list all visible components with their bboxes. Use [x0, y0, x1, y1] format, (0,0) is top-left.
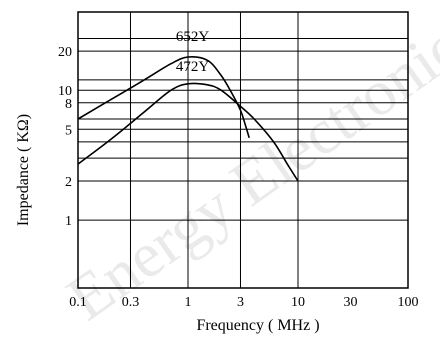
series-label-652y: 652Y: [176, 29, 210, 45]
x-tick-label: 1: [185, 295, 192, 310]
x-tick-label: 30: [343, 295, 357, 310]
x-tick-label: 3: [237, 295, 244, 310]
x-tick-label: 10: [291, 295, 305, 310]
x-axis-title: Frequency ( MHz ): [196, 317, 319, 334]
series-line-652y: [77, 56, 250, 139]
series-label-472y: 472Y: [176, 59, 210, 75]
series-line-472y: [77, 82, 299, 182]
y-tick-label: 2: [65, 175, 72, 190]
series-layer: 652Y 472Y: [77, 29, 299, 182]
y-tick-label: 8: [65, 97, 72, 112]
y-tick-label: 10: [58, 84, 72, 99]
y-tick-label: 1: [65, 214, 72, 229]
x-tick-label: 100: [398, 295, 419, 310]
watermark: Energy Electronics: [54, 0, 440, 334]
y-tick-label: 20: [58, 45, 72, 60]
y-tick-labels: 1 2 5 810 20: [58, 45, 72, 229]
plot-frame: [77, 11, 409, 289]
y-axis-title: Impedance ( KΩ): [15, 114, 32, 226]
x-tick-label: 0.3: [122, 295, 140, 310]
x-tick-labels: 0.1 0.3 1 3 10 30 100: [69, 295, 418, 310]
y-tick-label: 5: [65, 123, 72, 138]
x-tick-label: 0.1: [69, 295, 87, 310]
